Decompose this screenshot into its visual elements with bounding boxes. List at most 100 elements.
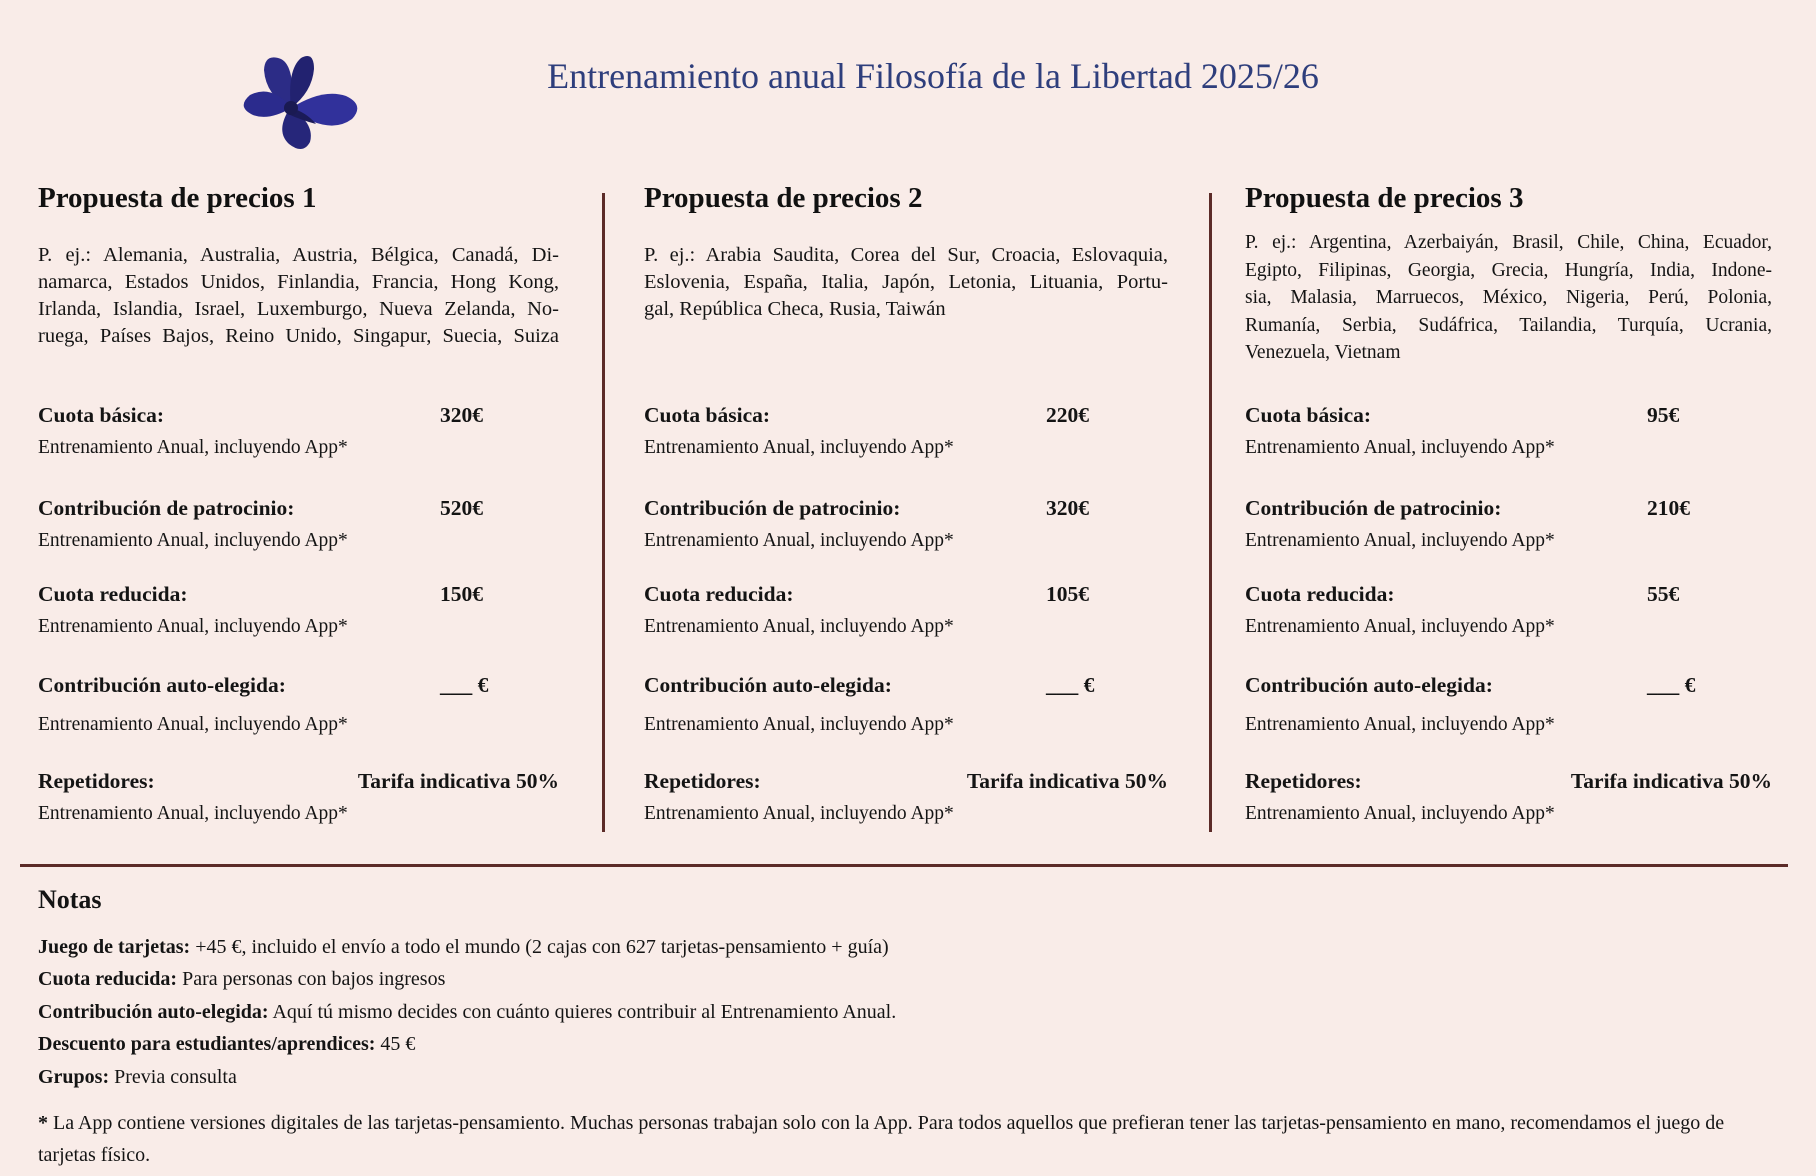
price-note: Entrenamiento Anual, incluyendo App* [38,616,348,637]
column-divider [602,193,605,832]
pricing-column-1: Propuesta de precios 1 P. ej.: Alemania,… [38,184,559,884]
note-label: Juego de tarjetas: [38,936,191,958]
note-text: Previa consulta [114,1065,237,1088]
price-value: 105€ [1046,582,1089,606]
pricing-column-2: Propuesta de precios 2 P. ej.: Arabia Sa… [644,184,1168,884]
price-row-basic: Cuota básica: 95€ Entrenamiento Anual, in… [1245,403,1772,459]
price-row-reduced: Cuota reducida: 150€ Entrenamiento Anual,… [38,582,559,638]
footnote-text: La App contiene versiones digitales de l… [38,1112,1725,1166]
price-row-basic: Cuota básica: 220€ Entrenamiento Anual, i… [644,403,1168,459]
note-item: Juego de tarjetas: +45 €, incluido el en… [38,931,1778,963]
price-row-repeaters: Repetidores: Tarifa indicativa 50% Entren… [1245,769,1772,825]
price-value: ___ € [1647,673,1696,697]
flower-icon [243,56,358,150]
price-note: Entrenamiento Anual, incluyendo App* [1245,714,1555,735]
price-list: Cuota básica: 320€ Entrenamiento Anual, i… [38,184,559,884]
price-value: 55€ [1647,582,1680,606]
column-heading: Propuesta de precios 1 [38,182,317,214]
price-label: Contribución auto-elegida: [38,673,286,697]
notes-divider [20,864,1788,867]
note-item: Cuota reducida: Para personas con bajos … [38,963,1778,995]
country-line: P. ej.: Argentina, Azerbaiyán, Brasil, C… [1245,232,1772,253]
price-value: Tarifa indicativa 50% [1570,769,1772,793]
price-note: Entrenamiento Anual, incluyendo App* [644,437,954,458]
country-list: P. ej.: Arabia Saudita, Corea del Sur, C… [644,242,1168,323]
price-note: Entrenamiento Anual, incluyendo App* [644,616,954,637]
note-label: Grupos: [38,1065,110,1088]
country-list: P. ej.: Argentina, Azerbaiyán, Brasil, C… [1245,229,1772,367]
price-note: Entrenamiento Anual, incluyendo App* [644,803,954,824]
price-note: Entrenamiento Anual, incluyendo App* [38,714,348,735]
note-label: Cuota reducida: [38,968,178,991]
price-label: Contribución de patrocinio: [644,496,901,520]
price-value: Tarifa indicativa 50% [357,769,559,793]
price-label: Contribución de patrocinio: [38,496,295,520]
note-item: Descuento para estudiantes/aprendices: 4… [38,1028,1778,1060]
footnote-marker: * [38,1112,48,1134]
country-line: Rumanía, Serbia, Sudáfrica, Tailandia, T… [1245,314,1772,336]
price-row-self-chosen: Contribución auto-elegida: ___ € Entrenam… [644,673,1168,736]
price-list: Cuota básica: 220€ Entrenamiento Anual, i… [644,184,1168,884]
price-row-sponsor: Contribución de patrocinio: 320€ Entrenam… [644,496,1168,552]
price-label: Contribución auto-elegida: [644,673,892,697]
note-text: Aquí tú mismo decides con cuánto quieres… [272,1000,897,1023]
price-value: Tarifa indicativa 50% [966,769,1168,793]
price-row-basic: Cuota básica: 320€ Entrenamiento Anual, i… [38,403,559,459]
country-line: ruega, Países Bajos, Reino Unido, Singap… [38,325,559,347]
note-label: Descuento para estudiantes/aprendices: [38,1033,376,1056]
pricing-column-3: Propuesta de precios 3 P. ej.: Argentina… [1245,184,1772,884]
price-label: Cuota básica: [1245,403,1372,427]
price-label: Cuota básica: [644,403,771,427]
price-label: Repetidores: [644,769,761,793]
price-value: 210€ [1647,496,1690,520]
notes-list: Juego de tarjetas: +45 €, incluido el en… [38,931,1778,1093]
price-label: Contribución de patrocinio: [1245,496,1502,520]
price-label: Cuota reducida: [1245,582,1395,606]
country-line: P. ej.: Alemania, Australia, Austria, Bé… [38,244,559,266]
price-note: Entrenamiento Anual, incluyendo App* [38,437,348,458]
column-divider [1209,193,1212,832]
country-line: gal, República Checa, Rusia, Taiwán [644,298,946,320]
page-title: Entrenamiento anual Filosofía de la Libe… [547,56,1319,96]
country-line: sia, Malasia, Marruecos, México, Nigeria… [1245,287,1772,308]
price-row-reduced: Cuota reducida: 55€ Entrenamiento Anual, … [1245,582,1772,638]
price-row-sponsor: Contribución de patrocinio: 520€ Entrenam… [38,496,559,552]
price-value: ___ € [1046,673,1095,697]
country-list: P. ej.: Alemania, Australia, Austria, Bé… [38,242,559,350]
price-note: Entrenamiento Anual, incluyendo App* [644,714,954,735]
country-line: P. ej.: Arabia Saudita, Corea del Sur, C… [644,244,1168,266]
country-line: Eslovenia, España, Italia, Japón, Letoni… [644,271,1168,293]
price-note: Entrenamiento Anual, incluyendo App* [1245,437,1555,458]
price-label: Cuota básica: [38,403,165,427]
price-value: 220€ [1046,403,1089,427]
price-value: 520€ [440,496,483,520]
price-value: ___ € [440,673,489,697]
price-row-repeaters: Repetidores: Tarifa indicativa 50% Entren… [38,769,559,825]
price-row-repeaters: Repetidores: Tarifa indicativa 50% Entren… [644,769,1168,825]
price-value: 95€ [1647,403,1680,427]
price-label: Cuota reducida: [644,582,794,606]
price-row-sponsor: Contribución de patrocinio: 210€ Entrenam… [1245,496,1772,552]
price-row-reduced: Cuota reducida: 105€ Entrenamiento Anual,… [644,582,1168,638]
price-note: Entrenamiento Anual, incluyendo App* [1245,616,1555,637]
price-label: Contribución auto-elegida: [1245,673,1493,697]
price-row-self-chosen: Contribución auto-elegida: ___ € Entrenam… [38,673,559,736]
column-heading: Propuesta de precios 3 [1245,182,1524,214]
country-line: namarca, Estados Unidos, Finlandia, Fran… [38,271,559,293]
price-value: 150€ [440,582,483,606]
price-note: Entrenamiento Anual, incluyendo App* [1245,803,1555,824]
note-text: Para personas con bajos ingresos [182,968,446,991]
price-note: Entrenamiento Anual, incluyendo App* [38,803,348,824]
note-item: Contribución auto-elegida: Aquí tú mismo… [38,996,1778,1028]
price-note: Entrenamiento Anual, incluyendo App* [644,530,954,551]
note-text: +45 €, incluido el envío a todo el mundo… [195,936,889,958]
price-value: 320€ [1046,496,1089,520]
price-value: 320€ [440,403,483,427]
country-line: Irlanda, Islandia, Israel, Luxemburgo, N… [38,298,559,320]
price-note: Entrenamiento Anual, incluyendo App* [38,530,348,551]
price-label: Repetidores: [38,769,155,793]
price-label: Cuota reducida: [38,582,188,606]
app-footnote: * La App contiene versiones digitales de… [38,1107,1728,1171]
column-heading: Propuesta de precios 2 [644,182,923,214]
